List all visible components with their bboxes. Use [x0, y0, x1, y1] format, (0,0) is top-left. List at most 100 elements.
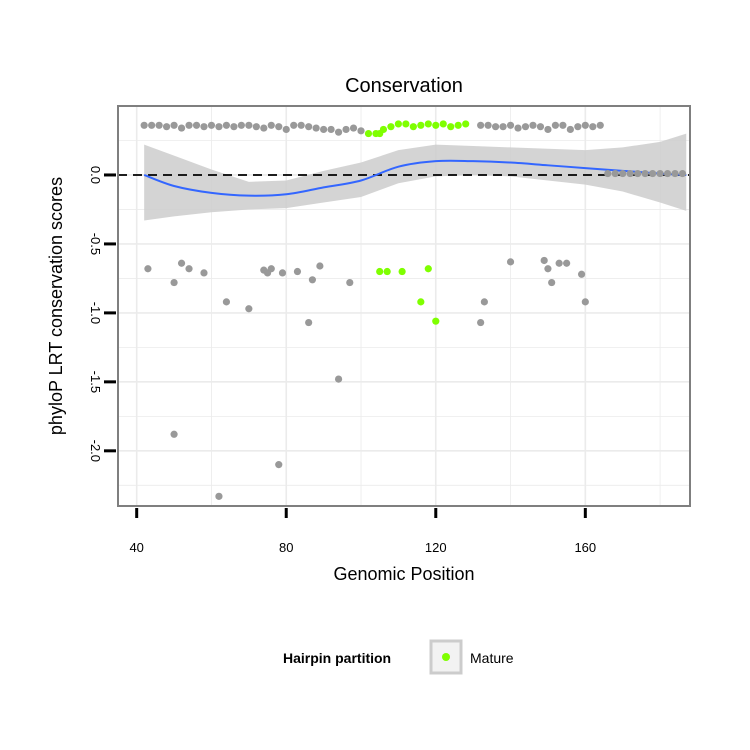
point-other: [506, 121, 515, 129]
point-mature: [432, 121, 440, 129]
point-other: [521, 123, 530, 131]
point-other: [275, 461, 283, 469]
point-mature: [417, 298, 425, 306]
point-mature: [402, 120, 410, 128]
point-other: [581, 298, 589, 306]
panel-border: [117, 105, 691, 507]
point-other: [626, 169, 634, 178]
point-other: [619, 169, 627, 178]
point-mature: [432, 317, 440, 325]
point-other: [144, 265, 152, 273]
y-tick-label: -1.5: [88, 371, 103, 393]
plot-panel: [117, 105, 691, 507]
point-other: [346, 278, 354, 287]
point-mature: [409, 123, 417, 131]
point-other: [559, 121, 567, 129]
point-other: [200, 269, 208, 277]
y-tick-label: -0.5: [88, 233, 103, 255]
point-other: [334, 128, 343, 136]
point-other: [305, 318, 313, 327]
point-other: [641, 169, 649, 178]
point-other: [581, 121, 589, 129]
point-other: [260, 124, 268, 132]
point-mature: [447, 123, 455, 131]
point-other: [215, 123, 223, 131]
x-tick-label: 40: [129, 540, 143, 555]
confidence-band-area: [144, 133, 687, 221]
y-tick-label: 0.0: [88, 166, 103, 184]
point-other: [140, 121, 148, 129]
point-other: [316, 262, 324, 270]
point-other: [267, 121, 275, 129]
point-other: [312, 124, 320, 132]
point-other: [357, 127, 365, 135]
point-other: [267, 265, 275, 273]
point-other: [349, 124, 358, 132]
point-other: [170, 430, 178, 438]
point-other: [604, 169, 612, 178]
point-other: [192, 121, 201, 129]
point-mature: [394, 120, 402, 128]
point-other: [611, 169, 619, 178]
x-tick-label: 120: [425, 540, 447, 555]
point-other: [477, 121, 485, 129]
point-other: [293, 267, 302, 276]
point-other: [278, 269, 287, 277]
point-other: [548, 278, 556, 287]
point-mature: [383, 267, 391, 276]
point-other: [170, 121, 178, 129]
point-other: [544, 125, 552, 134]
point-other: [656, 169, 664, 178]
point-other: [574, 123, 582, 131]
point-other: [177, 124, 186, 132]
data-points: [140, 120, 687, 500]
point-other: [245, 121, 253, 129]
smooth-curve: [143, 159, 687, 197]
point-other: [634, 169, 642, 178]
point-other: [230, 123, 238, 131]
point-other: [480, 298, 488, 306]
x-axis: 40 80 120 160: [129, 508, 596, 555]
legend-title: Hairpin partition: [283, 650, 391, 666]
point-other: [342, 125, 350, 134]
legend-mature-dot: [442, 653, 450, 661]
point-other: [305, 123, 313, 131]
point-other: [275, 123, 283, 131]
point-other: [551, 121, 560, 129]
legend-label-mature: Mature: [470, 650, 514, 666]
point-other: [222, 121, 231, 129]
point-other: [170, 278, 178, 287]
point-other: [514, 124, 522, 132]
point-other: [222, 298, 231, 306]
point-other: [577, 270, 586, 278]
point-other: [536, 123, 545, 131]
y-axis-label: phyloP LRT conservation scores: [46, 177, 66, 435]
point-other: [327, 125, 335, 134]
y-axis: 0.0 -0.5 -1.0 -1.5 -2.0: [88, 166, 116, 462]
point-mature: [387, 123, 395, 131]
point-other: [477, 318, 485, 327]
point-other: [499, 123, 507, 131]
point-other: [563, 259, 571, 267]
point-other: [320, 125, 328, 134]
point-mature: [424, 120, 432, 128]
x-tick-label: 80: [279, 540, 293, 555]
point-mature: [376, 129, 384, 138]
point-other: [215, 492, 223, 500]
point-other: [649, 169, 657, 178]
point-mature: [376, 267, 384, 276]
point-other: [589, 123, 597, 131]
point-other: [663, 169, 672, 178]
x-tick-label: 160: [574, 540, 596, 555]
point-other: [207, 121, 216, 129]
point-mature: [417, 121, 425, 129]
point-mature: [462, 120, 470, 128]
point-other: [529, 121, 537, 129]
point-mature: [364, 129, 373, 138]
point-other: [555, 259, 563, 267]
point-other: [671, 169, 679, 178]
point-other: [566, 125, 574, 134]
point-other: [334, 375, 343, 383]
